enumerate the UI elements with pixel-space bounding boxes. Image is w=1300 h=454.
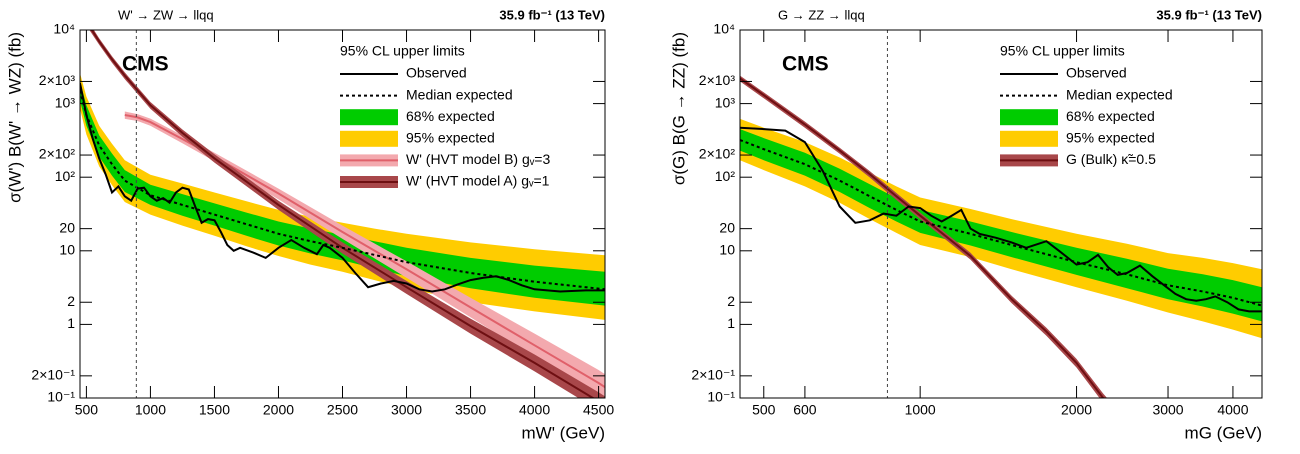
y-tick-label: 10⁴ <box>53 21 75 37</box>
y-tick-label: 10⁴ <box>713 21 735 37</box>
y-axis-title: σ(G) B(G → ZZ) (fb) <box>669 32 688 185</box>
observed-line <box>80 82 605 293</box>
y-tick-label: 2 <box>727 293 735 309</box>
cms-label: CMS <box>122 53 169 76</box>
legend-label: W' (HVT model A) gᵥ=1 <box>406 173 550 189</box>
legend-label: 68% expected <box>406 108 495 124</box>
y-tick-label: 10⁻¹ <box>47 389 75 405</box>
legend-label: Median expected <box>406 86 513 102</box>
observed-line <box>740 126 1262 313</box>
y-tick-label: 1 <box>727 315 735 331</box>
x-axis-title: mW' (GeV) <box>521 423 605 442</box>
x-tick-label: 2500 <box>327 402 358 418</box>
expected-line <box>80 90 605 291</box>
y-tick-label: 10² <box>715 168 736 184</box>
x-tick-label: 4500 <box>583 402 614 418</box>
x-tick-label: 500 <box>752 402 776 418</box>
y-tick-label: 1 <box>67 315 75 331</box>
y-tick-label: 20 <box>719 219 735 235</box>
legend-label: Observed <box>406 65 467 81</box>
theory-line <box>740 77 1105 398</box>
legend-label: Observed <box>1066 65 1127 81</box>
y-tick-label: 20 <box>59 219 75 235</box>
legend-label: G (Bulk) κ̃=0.5 <box>1066 151 1156 167</box>
x-axis-title: mG (GeV) <box>1185 423 1262 442</box>
legend-title: 95% CL upper limits <box>1000 43 1125 59</box>
y-tick-label: 2×10² <box>699 146 736 162</box>
legend-key <box>340 109 398 126</box>
x-tick-label: 2000 <box>263 402 294 418</box>
x-tick-label: 3000 <box>1152 402 1183 418</box>
x-tick-label: 4000 <box>1217 402 1248 418</box>
panel: 10⁴ 2×10³ 10³ 2×10² 10² 20 10 2 1 2×10⁻¹ 10⁻¹ 500 60… <box>669 7 1263 442</box>
x-tick-label: 500 <box>75 402 99 418</box>
y-tick-label: 10³ <box>715 94 736 110</box>
expected-band <box>740 129 1262 322</box>
x-tick-label: 4000 <box>519 402 550 418</box>
legend-label: 95% expected <box>1066 130 1155 146</box>
panel: 10⁴ 2×10³ 10³ 2×10² 10² 20 10 2 1 2×10⁻¹ 10⁻¹500 10… <box>5 7 614 442</box>
x-tick-label: 600 <box>793 402 817 418</box>
process-label: W' → ZW → llqq <box>118 7 214 22</box>
y-tick-label: 2×10² <box>39 146 76 162</box>
legend-label: 68% expected <box>1066 108 1155 124</box>
y-tick-label: 2×10³ <box>39 72 76 88</box>
y-tick-label: 10⁻¹ <box>707 389 735 405</box>
expected-band <box>80 73 605 320</box>
legend-key <box>340 130 398 147</box>
theory-line <box>90 30 595 398</box>
y-tick-label: 2×10³ <box>699 72 736 88</box>
expected-band <box>740 118 1262 339</box>
plot-frame <box>739 29 1263 399</box>
y-tick-label: 10³ <box>55 94 76 110</box>
legend-label: Median expected <box>1066 86 1173 102</box>
legend-title: 95% CL upper limits <box>340 43 465 59</box>
x-tick-label: 3000 <box>391 402 422 418</box>
y-tick-label: 10 <box>59 242 75 258</box>
legend-key <box>1000 109 1058 126</box>
expected-band <box>80 81 605 306</box>
y-tick-label: 2×10⁻¹ <box>691 367 735 383</box>
y-tick-label: 2 <box>67 293 75 309</box>
x-tick-label: 1500 <box>199 402 230 418</box>
y-axis-title: σ(W') B(W' → WZ) (fb) <box>5 32 24 203</box>
y-tick-label: 10 <box>719 242 735 258</box>
legend-label: 95% expected <box>406 130 495 146</box>
process-label: G → ZZ → llqq <box>778 7 865 22</box>
plot-area <box>80 30 605 398</box>
x-tick-label: 2000 <box>1061 402 1092 418</box>
legend-label: W' (HVT model B) gᵥ=3 <box>406 151 550 167</box>
cms-label: CMS <box>782 53 829 76</box>
legend-key <box>1000 130 1058 147</box>
x-tick-label: 1000 <box>905 402 936 418</box>
lumi-label: 35.9 fb⁻¹ (13 TeV) <box>499 7 605 22</box>
x-tick-label: 1000 <box>135 402 166 418</box>
plot-area <box>740 75 1262 398</box>
theory-line <box>124 114 605 389</box>
y-tick-label: 2×10⁻¹ <box>31 367 75 383</box>
x-tick-label: 3500 <box>455 402 486 418</box>
lumi-label: 35.9 fb⁻¹ (13 TeV) <box>1156 7 1262 22</box>
y-tick-label: 10² <box>55 168 76 184</box>
